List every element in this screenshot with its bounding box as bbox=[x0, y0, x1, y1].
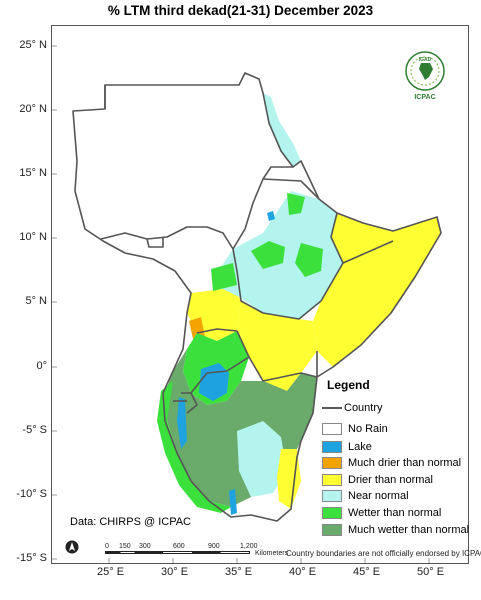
logo-bottom-text: ICPAC bbox=[414, 94, 436, 101]
legend-item: Lake bbox=[322, 441, 372, 454]
scale-tick: 0 bbox=[105, 543, 109, 550]
legend-label: Near normal bbox=[348, 490, 409, 502]
icpac-logo: IGAD ICPAC bbox=[404, 50, 446, 101]
logo-top-text: IGAD bbox=[419, 57, 432, 63]
legend-label: Drier than normal bbox=[348, 474, 433, 486]
scale-tick: 1,200 bbox=[240, 543, 258, 550]
lon-label: 50° E bbox=[417, 566, 445, 578]
drier-region bbox=[313, 213, 441, 367]
legend-label: Much wetter than normal bbox=[348, 524, 470, 536]
lake-malawi bbox=[229, 489, 237, 515]
drier-region bbox=[277, 449, 301, 509]
lat-label: 15° N bbox=[19, 167, 47, 179]
legend-label: Much drier than normal bbox=[348, 457, 462, 469]
igad-emblem-icon: IGAD bbox=[405, 51, 445, 91]
lat-label: 25° N bbox=[19, 39, 47, 51]
map-frame bbox=[51, 25, 469, 564]
scale-unit: Kilometers bbox=[255, 550, 289, 557]
rainfall-map bbox=[52, 45, 442, 563]
lat-label: -15° S bbox=[16, 552, 47, 564]
country-boundaries bbox=[72, 72, 442, 522]
lon-label: 45° E bbox=[353, 566, 381, 578]
legend-country: Country bbox=[322, 402, 383, 414]
much-drier-region bbox=[189, 317, 205, 339]
lat-label: 0° bbox=[36, 360, 47, 372]
legend-label: Wetter than normal bbox=[348, 507, 442, 519]
country-line-swatch bbox=[322, 407, 342, 410]
legend-item: Much wetter than normal bbox=[322, 524, 469, 537]
lon-label: 40° E bbox=[289, 566, 317, 578]
data-credit: Data: CHIRPS @ ICPAC bbox=[70, 516, 191, 528]
lat-label: -10° S bbox=[16, 488, 47, 500]
disclaimer: Country boundaries are not officially en… bbox=[286, 549, 481, 558]
legend-item: Near normal bbox=[322, 490, 409, 503]
legend-title: Legend bbox=[327, 378, 370, 392]
wetter-region bbox=[251, 241, 285, 269]
lon-label: 35° E bbox=[225, 566, 253, 578]
north-arrow-icon bbox=[65, 540, 79, 559]
legend-swatch bbox=[322, 423, 342, 436]
legend-swatch bbox=[322, 457, 342, 470]
legend-swatch bbox=[322, 474, 342, 487]
lat-label: 20° N bbox=[19, 103, 47, 115]
legend-swatch bbox=[322, 441, 342, 454]
near-normal-region bbox=[237, 421, 287, 497]
scale-tick: 600 bbox=[173, 543, 185, 550]
wetter-region bbox=[211, 263, 237, 291]
wetter-region bbox=[157, 381, 231, 513]
lat-label: -5° S bbox=[22, 424, 47, 436]
scale-tick: 300 bbox=[139, 543, 151, 550]
wetter-region bbox=[287, 193, 305, 215]
drier-region bbox=[237, 301, 317, 391]
legend-item: Drier than normal bbox=[322, 474, 433, 487]
legend-label: Lake bbox=[348, 441, 372, 453]
scale-tick: 150 bbox=[119, 543, 131, 550]
legend-swatch bbox=[322, 524, 342, 537]
legend-country-label: Country bbox=[344, 402, 383, 414]
wetter-region bbox=[295, 243, 323, 277]
lat-label: 5° N bbox=[25, 295, 47, 307]
lake-tana bbox=[267, 211, 275, 221]
lon-label: 30° E bbox=[161, 566, 189, 578]
much-wetter-region bbox=[263, 373, 317, 461]
map-title: % LTM third dekad(21-31) December 2023 bbox=[107, 3, 374, 18]
lat-label: 10° N bbox=[19, 231, 47, 243]
legend-label: No Rain bbox=[348, 423, 388, 435]
legend-swatch bbox=[322, 490, 342, 503]
scale-tick: 900 bbox=[208, 543, 220, 550]
near-normal-region bbox=[263, 93, 301, 167]
scale-bar: 0 150 300 600 900 1,200 Kilometers bbox=[105, 543, 289, 559]
legend-item: Wetter than normal bbox=[322, 507, 441, 520]
legend-item: No Rain bbox=[322, 423, 388, 436]
lon-label: 25° E bbox=[97, 566, 125, 578]
legend-swatch bbox=[322, 507, 342, 520]
legend-item: Much drier than normal bbox=[322, 457, 461, 470]
lake-tanganyika bbox=[177, 397, 187, 449]
